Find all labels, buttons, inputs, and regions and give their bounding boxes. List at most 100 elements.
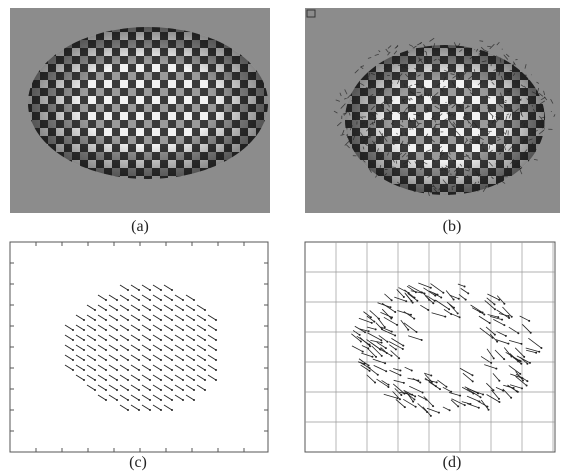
arrow-head (453, 307, 455, 309)
arrow-head (160, 319, 162, 321)
vector (457, 106, 459, 107)
arrow-head (507, 343, 509, 345)
arrow-head (488, 409, 490, 411)
arrow-head (513, 387, 515, 389)
arrow-head (72, 369, 74, 371)
arrow-head (486, 406, 488, 408)
arrow-head (508, 317, 510, 319)
arrow-head (439, 388, 441, 390)
arrow-head (105, 349, 107, 351)
arrow-head (444, 316, 446, 318)
vector (485, 186, 487, 187)
arrow-head (453, 299, 455, 301)
arrow-head (116, 379, 118, 381)
arrow-head (503, 358, 505, 360)
arrow-head (373, 321, 375, 323)
arrow-head (530, 332, 532, 334)
arrow-head (540, 347, 542, 349)
arrow-head (395, 348, 397, 350)
arrow-head (105, 399, 107, 401)
arrow-head (421, 339, 423, 341)
arrow-head (387, 386, 389, 388)
arrow-head (149, 409, 151, 411)
arrow-head (171, 379, 173, 381)
arrow-head (94, 329, 96, 331)
arrow-head (127, 409, 129, 411)
arrow-head (105, 359, 107, 361)
arrow-head (459, 395, 461, 397)
arrow-head (381, 355, 383, 357)
arrow-head (171, 339, 173, 341)
arrow-head (105, 309, 107, 311)
arrow-head (149, 329, 151, 331)
arrow-head (394, 311, 396, 313)
arrow-head (495, 368, 497, 370)
arrow-head (138, 349, 140, 351)
arrow-head (127, 359, 129, 361)
arrow-head (215, 369, 217, 371)
arrow-head (391, 299, 393, 301)
arrow-head (529, 362, 531, 364)
arrow-head (430, 375, 432, 377)
arrow-head (384, 326, 386, 328)
arrow-head (416, 331, 418, 333)
arrow-head (403, 296, 405, 298)
arrow-head (448, 308, 450, 310)
arrow-head (508, 315, 510, 317)
arrow-head (160, 379, 162, 381)
arrow-head (517, 332, 519, 334)
arrow-head (368, 364, 370, 366)
arrow-head (535, 352, 537, 354)
arrow-head (127, 369, 129, 371)
arrow-head (127, 319, 129, 321)
arrow-head (105, 379, 107, 381)
arrow-head (505, 335, 507, 337)
arrow-head (138, 409, 140, 411)
arrow-head (394, 335, 396, 337)
arrow-head (400, 394, 402, 396)
arrow-head (116, 349, 118, 351)
arrow-head (503, 324, 505, 326)
arrow-head (94, 319, 96, 321)
arrow-head (494, 334, 496, 336)
arrow-head (171, 309, 173, 311)
arrow-head (385, 370, 387, 372)
arrow-head (149, 289, 151, 291)
arrow-head (493, 303, 495, 305)
arrow-head (193, 349, 195, 351)
arrow-head (442, 292, 444, 294)
arrow-head (412, 401, 414, 403)
arrow-head (416, 300, 418, 302)
arrow-head (160, 389, 162, 391)
arrow-head (465, 299, 467, 301)
arrow-head (193, 359, 195, 361)
arrow-head (411, 369, 413, 371)
arrow-head (493, 357, 495, 359)
arrow-head (138, 299, 140, 301)
arrow-head (171, 389, 173, 391)
arrow-head (368, 330, 370, 332)
arrow-head (520, 360, 522, 362)
arrow-head (411, 394, 413, 396)
arrow-head (204, 379, 206, 381)
arrow-head (116, 319, 118, 321)
arrow-head (204, 309, 206, 311)
arrow-head (520, 343, 522, 345)
arrow-head (193, 389, 195, 391)
arrow-head (138, 399, 140, 401)
arrow-head (160, 399, 162, 401)
arrow-head (450, 391, 452, 393)
arrow-head (412, 302, 414, 304)
arrow-head (457, 405, 459, 407)
arrow-head (472, 392, 474, 394)
arrow-head (94, 389, 96, 391)
vector (405, 84, 406, 87)
arrow-head (414, 395, 416, 397)
arrow-head (399, 374, 401, 376)
arrow-head (182, 349, 184, 351)
arrow-head (371, 322, 373, 324)
arrow-head (127, 289, 129, 291)
arrow-head (516, 390, 518, 392)
arrow-head (432, 302, 434, 304)
arrow-head (375, 328, 377, 330)
